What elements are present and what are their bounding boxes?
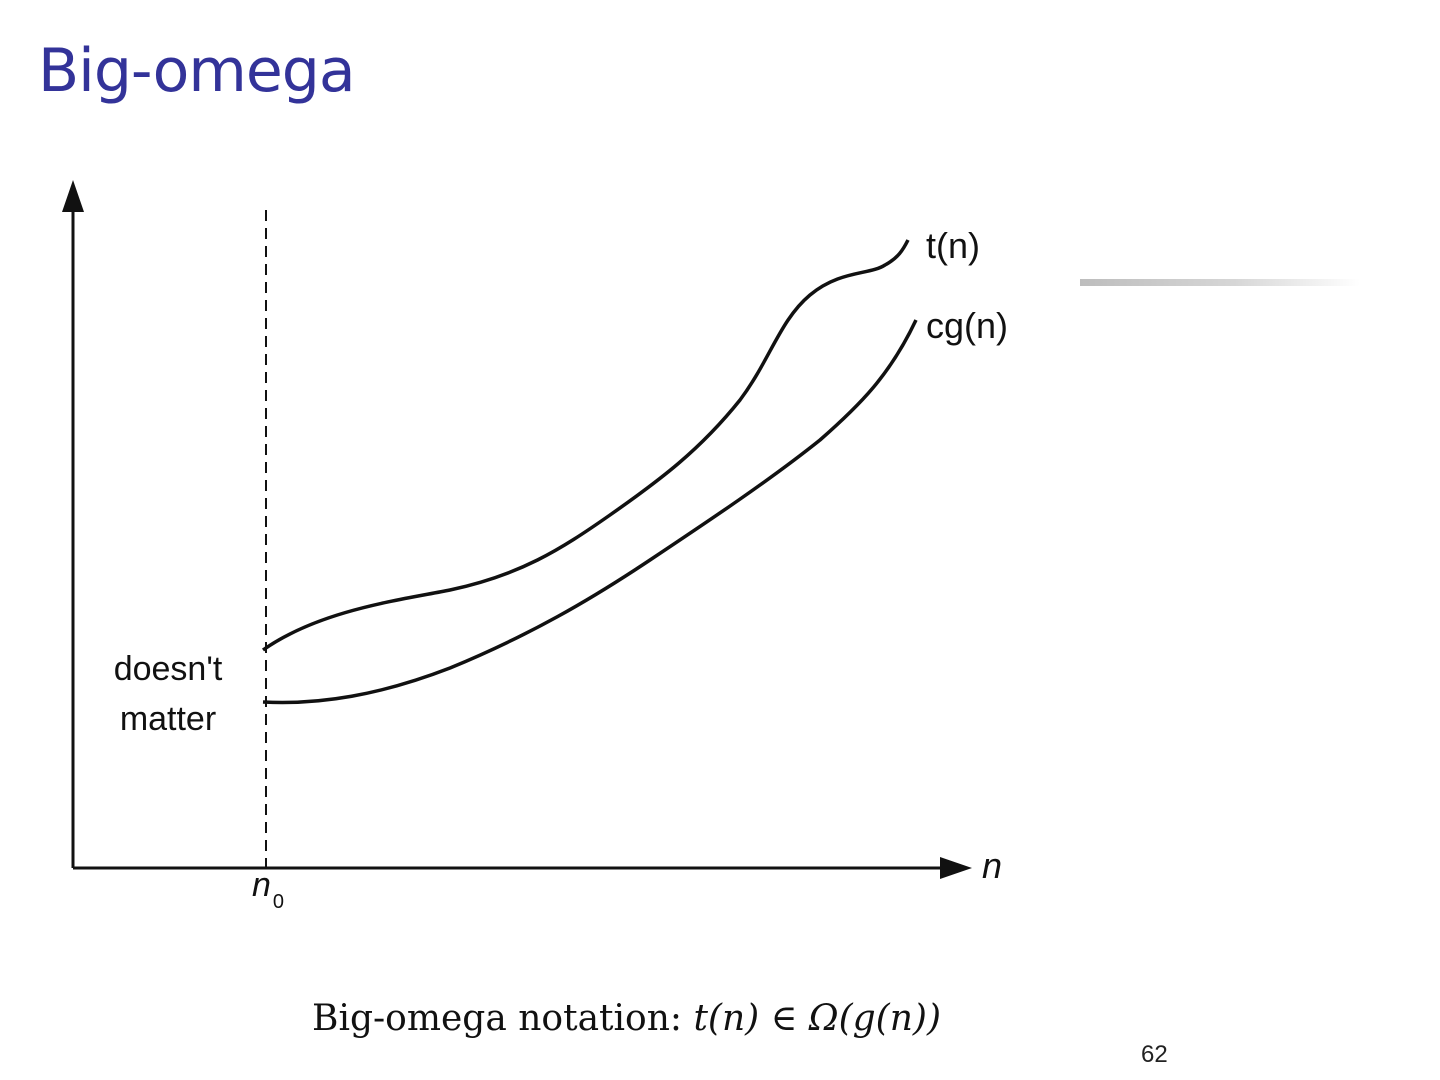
t-of-n-label: t(n) [926, 225, 980, 266]
x-axis-arrowhead [940, 857, 972, 879]
page-number: 62 [1141, 1041, 1168, 1068]
accent-divider [1080, 279, 1360, 286]
doesnt-matter-label-line1: doesn't [114, 650, 223, 688]
cg-of-n-curve [262, 319, 918, 705]
x-axis-label: n [982, 845, 1002, 886]
cg-of-n-label: cg(n) [926, 305, 1008, 346]
diagram-caption: Big-omega notation: t(n) ∈ Ω(g(n)) [312, 998, 941, 1039]
n0-label-main: n [252, 866, 271, 904]
caption-formula: t(n) ∈ Ω(g(n)) [693, 998, 942, 1039]
t-of-n-curve [261, 239, 910, 652]
caption-prefix: Big-omega notation: [312, 998, 683, 1039]
slide-title: Big-omega [38, 36, 356, 106]
y-axis-arrowhead [62, 180, 84, 212]
n0-label-sub: 0 [273, 891, 284, 913]
doesnt-matter-label-line2: matter [120, 700, 216, 738]
